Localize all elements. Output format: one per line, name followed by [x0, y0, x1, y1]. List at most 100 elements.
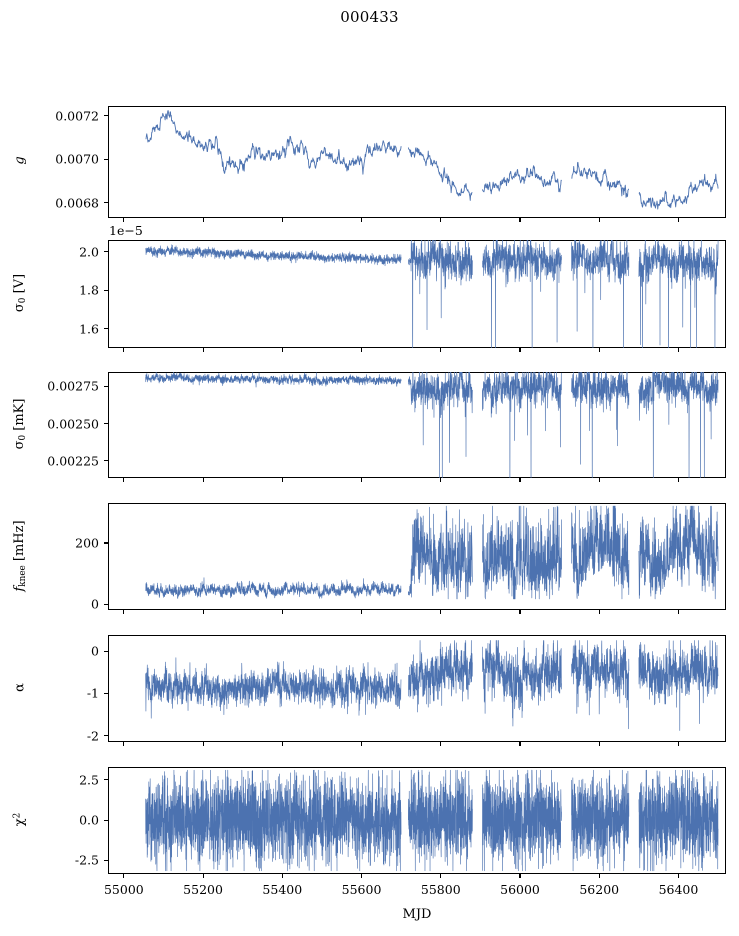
panel-sigma0-mK-plot — [145, 372, 719, 478]
panel-sigma0-V-ytick-0: 1.6 — [79, 321, 99, 337]
panel-sigma0-V-plot — [145, 240, 719, 348]
figure-title: 000433 — [340, 8, 399, 26]
panel-sigma0-mK — [108, 372, 726, 478]
x-axis-tick-4: 55800 — [420, 882, 461, 897]
panel-sigma0-V-xtickmark-5 — [519, 348, 521, 352]
panel-g-xtickmark-5 — [519, 218, 521, 222]
panel-g-xtickmark-7 — [677, 218, 679, 222]
x-axis-tick-3: 55600 — [341, 882, 382, 897]
panel-g-frame — [108, 106, 726, 218]
x-axis-tick-1: 55200 — [183, 882, 223, 897]
panel-g-xtickmark-1 — [202, 218, 204, 222]
panel-alpha-xtickmark-3 — [360, 742, 363, 746]
panel-sigma0-mK-ylabel: σ0 [mK] — [12, 398, 28, 450]
panel-fknee-plot — [145, 505, 719, 600]
panel-fknee-line — [145, 505, 719, 600]
panel-alpha — [108, 635, 726, 742]
panel-sigma0-mK-ytick-2: 0.00275 — [47, 378, 99, 394]
panel-sigma0-V-ytick-2: 2.0 — [79, 244, 99, 260]
panel-sigma0-V-ytickmark-2 — [104, 251, 108, 253]
panel-fknee-xtickmark-4 — [440, 610, 442, 614]
panel-alpha-ytickmark-0 — [104, 735, 108, 737]
panel-g-plot — [145, 110, 719, 210]
panel-fknee-xtickmark-6 — [598, 610, 600, 614]
panel-g-line — [145, 110, 719, 210]
panel-sigma0-mK-ytickmark-1 — [104, 423, 108, 425]
panel-chi2-plot — [145, 769, 719, 872]
panel-sigma0-V-ylabel: σ0 [V] — [12, 273, 28, 313]
panel-chi2-xtickmark-5 — [519, 874, 521, 878]
panel-g-ylabel: g — [12, 156, 28, 165]
panel-chi2-ytickmark-0 — [104, 859, 108, 861]
panel-sigma0-mK-ytickmark-0 — [104, 460, 108, 462]
x-axis-tick-7: 56400 — [658, 882, 699, 897]
panel-chi2-ytick-0: -2.5 — [74, 852, 99, 868]
panel-g-ytickmark-2 — [104, 115, 108, 117]
panel-fknee — [108, 503, 726, 610]
panel-chi2-xtickmark-7 — [677, 874, 679, 878]
panel-alpha-xtickmark-5 — [519, 742, 521, 746]
panel-chi2 — [108, 767, 726, 874]
panel-fknee-ytick-1: 200 — [75, 535, 99, 551]
x-axis-tick-5: 56000 — [500, 882, 540, 897]
panel-sigma0-mK-ytickmark-2 — [104, 385, 108, 387]
panel-chi2-xtickmark-1 — [202, 874, 204, 878]
x-axis-tick-0: 55000 — [103, 882, 144, 897]
panel-sigma0-mK-xtickmark-7 — [677, 478, 679, 482]
panel-chi2-xtickmark-2 — [281, 874, 283, 878]
panel-fknee-ytickmark-0 — [104, 603, 108, 606]
panel-fknee-xtickmark-3 — [360, 610, 363, 614]
panel-sigma0-V-xtickmark-0 — [123, 348, 125, 352]
panel-alpha-ytick-2: 0 — [91, 643, 99, 659]
panel-alpha-xtickmark-0 — [123, 742, 125, 746]
panel-sigma0-mK-xtickmark-0 — [123, 478, 125, 482]
panel-chi2-ytickmark-2 — [104, 779, 108, 781]
panel-fknee-xtickmark-1 — [202, 610, 204, 614]
panel-sigma0-V-offset-text: 1e−5 — [109, 223, 143, 238]
panel-chi2-line — [145, 769, 719, 872]
panel-chi2-ytick-1: 0.0 — [79, 812, 99, 828]
panel-g-xtickmark-6 — [598, 218, 600, 222]
panel-g-xtickmark-4 — [440, 218, 442, 222]
panel-sigma0-V-xtickmark-2 — [281, 348, 283, 352]
panel-sigma0-V-ytickmark-0 — [104, 328, 108, 330]
panel-fknee-xtickmark-2 — [281, 610, 283, 614]
panel-sigma0-mK-xtickmark-3 — [360, 478, 363, 482]
panel-alpha-xtickmark-7 — [677, 742, 679, 746]
panel-alpha-xtickmark-2 — [281, 742, 283, 746]
panel-sigma0-V — [108, 240, 726, 348]
panel-sigma0-mK-line — [145, 372, 719, 478]
panel-chi2-xtickmark-6 — [598, 874, 600, 878]
panel-sigma0-V-line — [145, 240, 719, 348]
panel-alpha-plot — [145, 640, 719, 731]
panel-alpha-xtickmark-1 — [202, 742, 204, 746]
panel-fknee-ylabel: fknee [mHz] — [12, 519, 28, 592]
panel-alpha-ylabel: α — [12, 682, 28, 692]
panel-sigma0-mK-xtickmark-2 — [281, 478, 283, 482]
panel-sigma0-V-xtickmark-1 — [202, 348, 204, 352]
panel-g-ytickmark-0 — [104, 202, 108, 204]
panel-sigma0-mK-ytick-1: 0.00250 — [47, 416, 99, 431]
panel-g-xtickmark-2 — [281, 218, 283, 222]
panel-chi2-ylabel: χ2 — [12, 812, 28, 826]
panel-chi2-ytick-2: 2.5 — [79, 772, 99, 788]
panel-g-ytick-2: 0.0072 — [55, 108, 99, 124]
panel-alpha-xtickmark-6 — [598, 742, 600, 746]
panel-sigma0-V-ytickmark-1 — [104, 289, 108, 291]
panel-g-xtickmark-0 — [123, 218, 125, 222]
panel-chi2-xtickmark-0 — [123, 874, 125, 878]
panel-alpha-line — [145, 640, 719, 731]
panel-g-ytickmark-1 — [104, 158, 108, 160]
x-axis-tick-2: 55400 — [262, 882, 303, 897]
panel-chi2-ytickmark-1 — [104, 819, 108, 821]
panel-sigma0-V-xtickmark-7 — [677, 348, 679, 352]
panel-fknee-ytick-0: 0 — [91, 596, 99, 612]
panel-alpha-ytickmark-2 — [104, 650, 108, 652]
panel-sigma0-V-xtickmark-6 — [598, 348, 600, 352]
panel-fknee-ytickmark-1 — [104, 542, 108, 544]
panel-alpha-ytick-0: -2 — [86, 728, 99, 744]
panel-alpha-ytickmark-1 — [104, 692, 108, 694]
x-axis-label: MJD — [402, 907, 432, 922]
panel-chi2-xtickmark-4 — [440, 874, 442, 878]
panel-sigma0-V-xtickmark-3 — [360, 348, 363, 352]
